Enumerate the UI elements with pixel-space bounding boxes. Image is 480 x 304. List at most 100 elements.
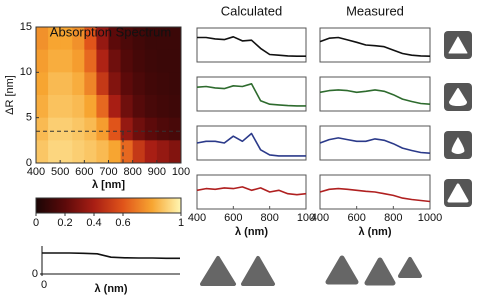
x-tick-label: 900 bbox=[148, 166, 166, 178]
chart-title: Measured bbox=[346, 3, 404, 18]
chart-title: Absorption Spectrum bbox=[50, 24, 171, 39]
heatmap-cell bbox=[48, 49, 61, 73]
heatmap-cell bbox=[84, 49, 97, 73]
triangle bbox=[200, 256, 236, 286]
y-tick-label: 10 bbox=[20, 66, 32, 78]
series-line bbox=[319, 89, 431, 105]
heatmap-cell bbox=[48, 140, 61, 164]
heatmap-cell bbox=[36, 95, 49, 119]
heatmap-cell bbox=[156, 27, 170, 51]
heatmap-cell bbox=[36, 117, 49, 141]
panel-frame bbox=[319, 125, 431, 161]
chart-title: Calculated bbox=[221, 3, 282, 18]
x-tick-label: 1000 bbox=[418, 212, 442, 224]
heatmap-cell bbox=[168, 49, 182, 73]
heatmap-cell bbox=[84, 27, 97, 51]
colorbar-tick-label: 1 bbox=[178, 217, 184, 229]
x-axis-label: λ (nm) bbox=[95, 283, 128, 295]
heatmap-cell bbox=[156, 72, 170, 96]
x-tick-label: 400 bbox=[188, 212, 206, 224]
y-tick-label: 0 bbox=[32, 268, 38, 280]
triangle bbox=[398, 257, 422, 278]
x-axis-label: λ (nm) bbox=[235, 226, 268, 238]
heatmap-cell bbox=[144, 140, 158, 164]
heatmap-cell bbox=[156, 140, 170, 164]
heatmap-cell bbox=[168, 95, 182, 119]
x-tick-label: 400 bbox=[27, 166, 45, 178]
icon-shape bbox=[451, 137, 465, 154]
heatmap-cell bbox=[168, 27, 182, 51]
heatmap-cell bbox=[108, 49, 122, 73]
triangle bbox=[325, 255, 359, 285]
heatmap-cell bbox=[84, 95, 97, 119]
series-line bbox=[196, 186, 307, 196]
heatmap-cell bbox=[132, 72, 146, 96]
heatmap-cell bbox=[60, 72, 73, 96]
heatmap-cell bbox=[72, 140, 85, 164]
heatmap-cell bbox=[108, 140, 122, 164]
x-axis-label: λ (nm) bbox=[359, 226, 392, 238]
colorbar-tick-label: 0 bbox=[33, 217, 39, 229]
series-line bbox=[319, 187, 431, 203]
heatmap-cell bbox=[60, 95, 73, 119]
x-tick-label: 800 bbox=[260, 212, 278, 224]
heatmap-cell bbox=[36, 140, 49, 164]
heatmap-cell bbox=[96, 95, 109, 119]
heatmap-cell bbox=[144, 72, 158, 96]
x-tick-label: 700 bbox=[99, 166, 117, 178]
heatmap-cell bbox=[72, 49, 85, 73]
shape-icons bbox=[444, 31, 472, 207]
heatmap-cell bbox=[132, 95, 146, 119]
heatmap-cell bbox=[48, 117, 61, 141]
heatmap-cell bbox=[96, 72, 109, 96]
heatmap-cell bbox=[60, 27, 73, 51]
heatmap-cell bbox=[60, 49, 73, 73]
heatmap-cell bbox=[72, 95, 85, 119]
heatmap-cell bbox=[60, 117, 73, 141]
icon-shape bbox=[448, 36, 468, 54]
heatmap-cell bbox=[84, 140, 97, 164]
heatmap-cell bbox=[96, 140, 109, 164]
heatmap-cell bbox=[36, 72, 49, 96]
heatmap-cell bbox=[168, 140, 182, 164]
panel-frame bbox=[319, 27, 431, 63]
heatmap-cell bbox=[144, 117, 158, 141]
particle-shapes bbox=[200, 255, 422, 286]
icon-shape bbox=[447, 183, 469, 203]
series-line bbox=[319, 137, 431, 154]
heatmap-cell bbox=[84, 117, 97, 141]
heatmap-cell bbox=[132, 140, 146, 164]
heatmap-cell bbox=[72, 27, 85, 51]
heatmap-cell bbox=[156, 49, 170, 73]
heatmap-cell bbox=[36, 49, 49, 73]
colorbar bbox=[35, 197, 182, 214]
heatmap-cell bbox=[60, 140, 73, 164]
x-tick-label: 800 bbox=[384, 212, 402, 224]
heatmap-cell bbox=[48, 72, 61, 96]
heatmap-cell bbox=[132, 27, 146, 51]
heatmap-cell bbox=[120, 27, 134, 51]
heatmap-cell bbox=[120, 117, 134, 141]
series-line bbox=[196, 83, 306, 107]
icon-shape bbox=[449, 88, 467, 106]
heatmap-cell bbox=[108, 95, 122, 119]
series-line bbox=[319, 36, 431, 57]
triangle bbox=[241, 256, 275, 286]
series-line bbox=[197, 36, 306, 57]
x-axis-label: λ [nm] bbox=[92, 179, 125, 191]
heatmap-cell bbox=[144, 27, 158, 51]
heatmap-cell bbox=[168, 117, 182, 141]
y-tick-label: 5 bbox=[26, 112, 32, 124]
heatmap-cell bbox=[96, 49, 109, 73]
x-tick-label: 800 bbox=[123, 166, 141, 178]
heatmap-cell bbox=[120, 95, 134, 119]
heatmap-cell bbox=[36, 27, 49, 51]
y-axis-label: ΔR [nm] bbox=[4, 75, 16, 115]
x-tick-label: 600 bbox=[75, 166, 93, 178]
heatmap-cell bbox=[72, 117, 85, 141]
panel-frame bbox=[196, 76, 307, 112]
panel-frame bbox=[319, 76, 431, 112]
series-line bbox=[196, 132, 306, 157]
x-tick-label: 500 bbox=[51, 166, 69, 178]
